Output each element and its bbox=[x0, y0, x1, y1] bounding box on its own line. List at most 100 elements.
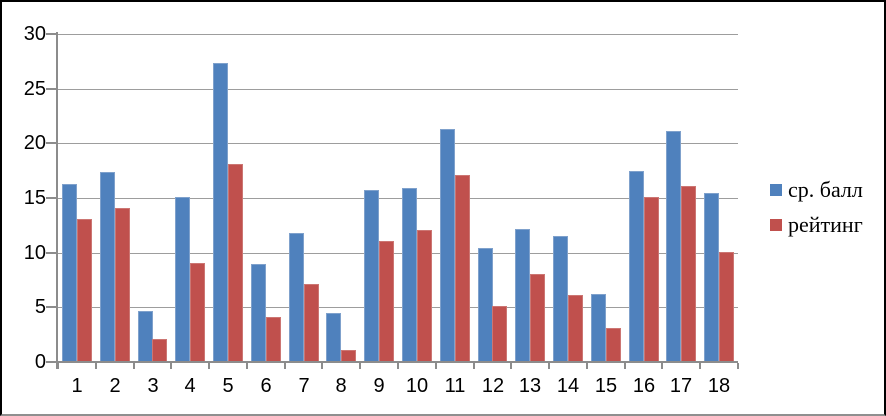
x-axis-label-7: 7 bbox=[298, 375, 310, 397]
bar-series1-13 bbox=[515, 229, 530, 361]
gridline-20 bbox=[58, 143, 738, 144]
x-axis-label-18: 18 bbox=[707, 375, 731, 397]
x-tick-4 bbox=[208, 363, 210, 369]
bar-series1-5 bbox=[213, 63, 228, 361]
x-axis-label-4: 4 bbox=[184, 375, 196, 397]
x-axis-label-12: 12 bbox=[481, 375, 505, 397]
x-tick-6 bbox=[284, 363, 286, 369]
bar-series2-16 bbox=[644, 197, 659, 361]
y-tick-20 bbox=[46, 142, 58, 144]
bar-series2-10 bbox=[417, 230, 432, 361]
bar-series2-5 bbox=[228, 164, 243, 361]
x-axis-label-14: 14 bbox=[556, 375, 580, 397]
bar-series1-2 bbox=[100, 172, 115, 361]
bar-series1-15 bbox=[591, 294, 606, 361]
y-tick-5 bbox=[46, 306, 58, 308]
bar-series2-9 bbox=[379, 241, 394, 361]
y-axis-label-25: 25 bbox=[23, 78, 46, 100]
bar-series1-1 bbox=[62, 184, 77, 361]
bar-series2-13 bbox=[530, 274, 545, 361]
bar-series2-6 bbox=[266, 317, 281, 361]
bar-series2-8 bbox=[341, 350, 356, 361]
bar-series1-12 bbox=[478, 248, 493, 361]
bar-series2-2 bbox=[115, 208, 130, 361]
bar-series1-16 bbox=[629, 171, 644, 361]
x-tick-5 bbox=[246, 363, 248, 369]
bar-series1-9 bbox=[364, 190, 379, 361]
bar-series1-3 bbox=[138, 311, 153, 361]
x-axis-label-6: 6 bbox=[260, 375, 272, 397]
y-axis-label-0: 0 bbox=[34, 351, 46, 373]
x-tick-13 bbox=[548, 363, 550, 369]
bar-series2-15 bbox=[606, 328, 621, 361]
bar-series2-14 bbox=[568, 295, 583, 361]
bar-series2-18 bbox=[719, 252, 734, 361]
bar-series1-11 bbox=[440, 129, 455, 361]
bar-series1-17 bbox=[666, 131, 681, 361]
x-tick-7 bbox=[321, 363, 323, 369]
x-tick-10 bbox=[435, 363, 437, 369]
x-axis-label-2: 2 bbox=[109, 375, 121, 397]
x-tick-2 bbox=[133, 363, 135, 369]
bar-series1-7 bbox=[289, 233, 304, 361]
bar-series1-4 bbox=[175, 197, 190, 361]
x-axis-label-11: 11 bbox=[444, 375, 466, 397]
gridline-5 bbox=[58, 307, 738, 308]
bar-series1-8 bbox=[326, 313, 341, 361]
bar-series2-7 bbox=[304, 284, 319, 361]
legend-item-series1: ср. балл bbox=[770, 178, 863, 202]
x-axis-label-15: 15 bbox=[594, 375, 618, 397]
x-tick-8 bbox=[359, 363, 361, 369]
bar-series2-12 bbox=[492, 306, 507, 361]
bar-series1-6 bbox=[251, 264, 266, 361]
y-axis-label-30: 30 bbox=[23, 23, 46, 45]
x-axis-label-5: 5 bbox=[222, 375, 234, 397]
bar-series2-17 bbox=[681, 186, 696, 361]
gridline-30 bbox=[58, 34, 738, 35]
x-tick-16 bbox=[661, 363, 663, 369]
x-tick-3 bbox=[170, 363, 172, 369]
legend-label-series2: рейтинг bbox=[788, 212, 863, 237]
y-tick-10 bbox=[46, 252, 58, 254]
y-axis-label-20: 20 bbox=[23, 132, 46, 154]
x-tick-0 bbox=[57, 363, 59, 369]
y-axis-line bbox=[56, 32, 58, 369]
x-axis-label-16: 16 bbox=[632, 375, 656, 397]
gridline-10 bbox=[58, 253, 738, 254]
legend-swatch-icon bbox=[770, 184, 782, 196]
x-tick-9 bbox=[397, 363, 399, 369]
x-tick-12 bbox=[510, 363, 512, 369]
x-tick-15 bbox=[624, 363, 626, 369]
bar-series2-3 bbox=[152, 339, 167, 361]
x-axis-label-13: 13 bbox=[518, 375, 542, 397]
bar-series2-1 bbox=[77, 219, 92, 361]
y-tick-0 bbox=[46, 361, 58, 363]
x-axis-label-9: 9 bbox=[373, 375, 385, 397]
legend-swatch-icon bbox=[770, 219, 782, 231]
bar-series1-18 bbox=[704, 193, 719, 361]
legend-label-series1: ср. балл bbox=[788, 177, 863, 202]
bar-series1-10 bbox=[402, 188, 417, 361]
y-tick-25 bbox=[46, 88, 58, 90]
x-axis-label-10: 10 bbox=[405, 375, 429, 397]
x-axis-line bbox=[56, 361, 738, 363]
bar-series2-4 bbox=[190, 263, 205, 361]
x-axis-label-17: 17 bbox=[669, 375, 693, 397]
x-axis-label-8: 8 bbox=[335, 375, 347, 397]
x-tick-14 bbox=[586, 363, 588, 369]
x-tick-18 bbox=[737, 363, 739, 369]
x-axis-label-1: 1 bbox=[71, 375, 83, 397]
x-tick-11 bbox=[473, 363, 475, 369]
x-tick-17 bbox=[699, 363, 701, 369]
legend-item-series2: рейтинг bbox=[770, 213, 863, 237]
y-axis-label-15: 15 bbox=[23, 187, 46, 209]
legend: ср. балл рейтинг bbox=[770, 178, 863, 237]
y-tick-30 bbox=[46, 33, 58, 35]
bar-series2-11 bbox=[455, 175, 470, 361]
bar-series1-14 bbox=[553, 236, 568, 361]
y-axis-label-5: 5 bbox=[34, 296, 46, 318]
y-tick-15 bbox=[46, 197, 58, 199]
gridline-15 bbox=[58, 198, 738, 199]
